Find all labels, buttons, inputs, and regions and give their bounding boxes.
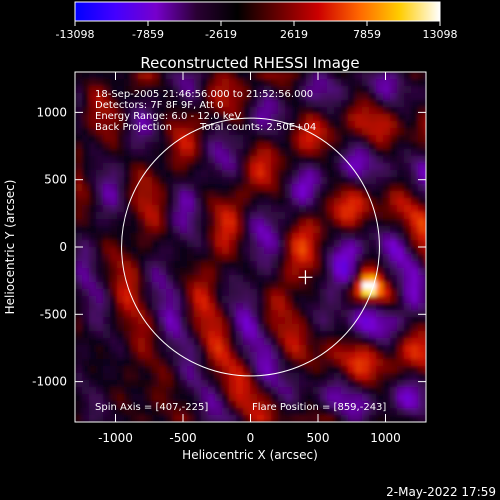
x-axis-label: Heliocentric X (arcsec) [182, 448, 318, 462]
x-tick-label: -500 [169, 431, 196, 445]
solar-limb-circle [121, 117, 380, 377]
annotation-spin-axis: Spin Axis = [407,-225] [95, 402, 208, 413]
y-tick-label: 500 [44, 173, 67, 187]
footer-date: 2-May-2022 17:59 [386, 485, 496, 499]
overlays [121, 117, 380, 377]
y-tick-label: -500 [40, 307, 67, 321]
annotation-method: Back Projection [95, 122, 172, 133]
heatmap-image [75, 72, 426, 422]
colorbar-tick-label: 7859 [353, 28, 381, 41]
x-tick-label: 0 [247, 431, 255, 445]
colorbar [74, 1, 441, 22]
y-tick-label: 1000 [36, 105, 67, 119]
x-tick-label: 500 [307, 431, 330, 445]
annotation-detectors: Detectors: 7F 8F 9F, Att 0 [95, 100, 223, 111]
y-tick-label: 0 [59, 240, 67, 254]
x-tick-label: -1000 [98, 431, 133, 445]
annotation-energy-range: Energy Range: 6.0 - 12.0 keV [95, 111, 241, 122]
axes: -1000 -500 0 500 1000 1000 500 0 -500 -1000 [32, 72, 426, 445]
colorbar-tick-label: 13098 [423, 28, 458, 41]
y-tick-label: -1000 [32, 375, 67, 389]
colorbar-tick-label: 2619 [280, 28, 308, 41]
annotation-time-range: 18-Sep-2005 21:46:56.000 to 21:52:56.000 [95, 89, 313, 100]
colorbar-ticks: -13098 -7859 -2619 2619 7859 13098 [56, 21, 458, 41]
x-tick-label: 1000 [370, 431, 401, 445]
chart-title: Reconstructed RHESSI Image [140, 54, 359, 72]
colorbar-tick-label: -2619 [205, 28, 237, 41]
y-axis-label: Heliocentric Y (arcsec) [3, 180, 17, 315]
colorbar-tick-label: -7859 [132, 28, 164, 41]
annotation-flare-position: Flare Position = [859,-243] [252, 402, 386, 413]
annotation-total-counts: Total counts: 2.50E+04 [199, 122, 316, 133]
colorbar-tick-label: -13098 [56, 28, 95, 41]
